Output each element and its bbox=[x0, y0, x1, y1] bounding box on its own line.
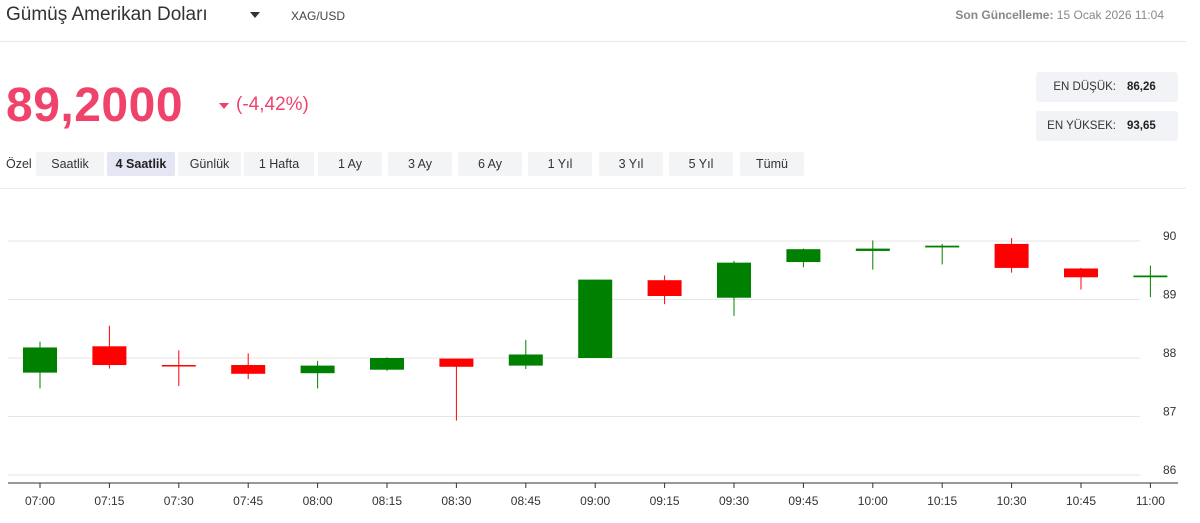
last-updated: Son Güncelleme: 15 Ocak 2026 11:04 bbox=[955, 8, 1164, 22]
x-tick-label: 07:00 bbox=[25, 494, 55, 508]
price-change: (-4,42%) bbox=[236, 94, 309, 115]
candle-body bbox=[925, 245, 960, 248]
low-label: EN DÜŞÜK: bbox=[1053, 81, 1116, 93]
divider bbox=[0, 188, 1186, 189]
high-stat: EN YÜKSEK: 93,65 bbox=[1036, 111, 1178, 141]
range-tab-1-yil[interactable]: 1 Yıl bbox=[528, 152, 592, 176]
x-tick-label: 10:00 bbox=[858, 494, 888, 508]
last-updated-value: 15 Ocak 2026 11:04 bbox=[1056, 8, 1164, 22]
candlestick-chart[interactable]: 86 87 88 89 90 07:00 07:15 07:30 07:45 08:00 08:15… bbox=[0, 190, 1200, 523]
candle-body bbox=[439, 358, 474, 367]
x-tick-label: 07:45 bbox=[233, 494, 263, 508]
x-tick-label: 09:45 bbox=[788, 494, 818, 508]
x-tick-label: 08:45 bbox=[511, 494, 541, 508]
range-tab-6-ay[interactable]: 6 Ay bbox=[458, 152, 522, 176]
y-tick-label: 88 bbox=[1163, 346, 1177, 360]
x-tick-label: 07:30 bbox=[164, 494, 194, 508]
candle-body bbox=[23, 347, 57, 373]
range-tab-1-hafta[interactable]: 1 Hafta bbox=[244, 152, 314, 176]
range-tab-ozel[interactable]: Özel bbox=[6, 157, 32, 171]
x-tick-label: 09:30 bbox=[719, 494, 749, 508]
candle-body bbox=[300, 365, 335, 374]
candle-body bbox=[92, 346, 127, 366]
candle-body bbox=[370, 358, 404, 370]
range-tab-3-yil[interactable]: 3 Yıl bbox=[599, 152, 663, 176]
range-tab-gunluk[interactable]: Günlük bbox=[178, 152, 241, 176]
x-tick-label: 08:30 bbox=[441, 494, 471, 508]
y-tick-label: 89 bbox=[1163, 288, 1177, 302]
x-tick-label: 10:30 bbox=[997, 494, 1027, 508]
symbol-label: XAG/USD bbox=[291, 9, 346, 23]
asset-name: Gümüş Amerikan Doları bbox=[6, 4, 208, 25]
chevron-down-icon[interactable] bbox=[250, 12, 260, 18]
x-tick-label: 07:15 bbox=[94, 494, 124, 508]
candle-body bbox=[717, 262, 751, 298]
candle-body bbox=[1133, 275, 1168, 278]
x-tick-label: 09:00 bbox=[580, 494, 610, 508]
x-tick-label: 09:15 bbox=[650, 494, 680, 508]
x-tick-label: 08:00 bbox=[303, 494, 333, 508]
x-tick-label: 10:15 bbox=[927, 494, 957, 508]
candle-body bbox=[855, 248, 890, 251]
header-bar: Gümüş Amerikan Doları XAG/USD Son Güncel… bbox=[0, 0, 1186, 42]
candle-body bbox=[578, 279, 613, 358]
range-tab-3-ay[interactable]: 3 Ay bbox=[388, 152, 452, 176]
y-tick-label: 90 bbox=[1163, 229, 1177, 243]
current-price: 89,2000 bbox=[6, 79, 184, 132]
range-tab-saatlik[interactable]: Saatlik bbox=[36, 152, 104, 176]
candle-body bbox=[231, 365, 266, 374]
x-tick-label: 08:15 bbox=[372, 494, 402, 508]
caret-down-icon bbox=[219, 103, 229, 109]
range-tab-4-saatlik[interactable]: 4 Saatlik bbox=[107, 152, 175, 176]
high-value: 93,65 bbox=[1127, 120, 1156, 132]
x-tick-label: 11:00 bbox=[1136, 494, 1165, 508]
low-stat: EN DÜŞÜK: 86,26 bbox=[1036, 72, 1178, 102]
candle-body bbox=[508, 354, 543, 366]
high-label: EN YÜKSEK: bbox=[1047, 120, 1116, 132]
last-updated-label: Son Güncelleme: bbox=[955, 8, 1054, 22]
y-tick-label: 86 bbox=[1163, 463, 1177, 477]
candle-body bbox=[1064, 268, 1098, 278]
candle-body bbox=[786, 249, 821, 263]
candle-body bbox=[647, 280, 682, 296]
candle-body bbox=[994, 243, 1029, 268]
range-tab-tumu[interactable]: Tümü bbox=[740, 152, 804, 176]
low-value: 86,26 bbox=[1127, 81, 1156, 93]
range-tab-5-yil[interactable]: 5 Yıl bbox=[669, 152, 733, 176]
y-tick-label: 87 bbox=[1163, 405, 1177, 419]
x-tick-label: 10:45 bbox=[1066, 494, 1096, 508]
candle-body bbox=[161, 365, 196, 367]
range-tab-1-ay[interactable]: 1 Ay bbox=[318, 152, 382, 176]
